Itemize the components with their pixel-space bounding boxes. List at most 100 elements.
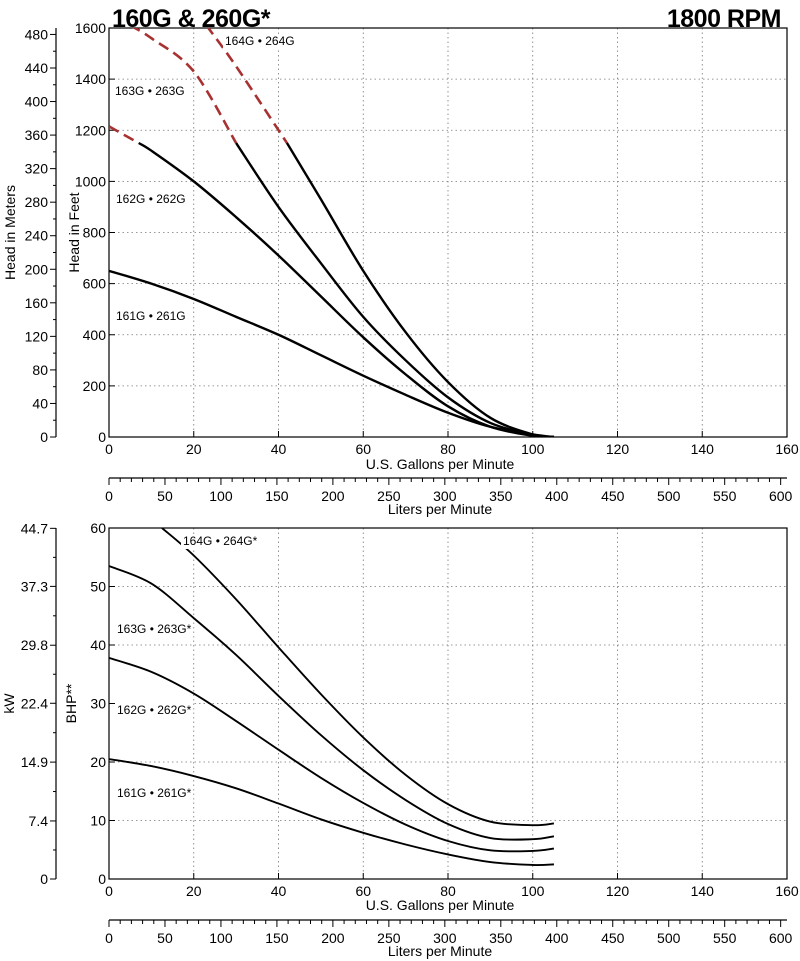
x2-tick-label: 100: [209, 930, 233, 946]
x-axis-label: U.S. Gallons per Minute: [366, 456, 515, 472]
x-tick-label: 40: [271, 441, 287, 457]
series-label-bg: [115, 786, 194, 801]
x2-tick-label: 500: [657, 930, 681, 946]
x2-tick-label: 0: [105, 930, 113, 946]
y2-tick-label: 200: [25, 261, 49, 277]
x-tick-label: 20: [186, 441, 202, 457]
y2-tick-label: 400: [25, 94, 49, 110]
series-label-bg: [223, 34, 297, 49]
series-label-bg: [115, 703, 194, 718]
y-tick-label: 60: [90, 520, 106, 536]
x-tick-label: 120: [606, 441, 630, 457]
x2-tick-label: 200: [321, 488, 345, 504]
y-axis-label: BHP**: [63, 683, 79, 723]
y-tick-label: 20: [90, 754, 106, 770]
series-line-dashed: [132, 28, 238, 144]
y2-tick-label: 22.4: [21, 695, 48, 711]
x2-tick-label: 600: [769, 930, 793, 946]
x-tick-label: 60: [355, 883, 371, 899]
x-tick-label: 80: [440, 883, 456, 899]
y2-tick-label: 14.9: [21, 754, 48, 770]
x2-tick-label: 350: [489, 488, 513, 504]
y-axis-label: Head in Feet: [66, 192, 82, 272]
y2-tick-label: 160: [25, 295, 49, 311]
x-axis-label: U.S. Gallons per Minute: [366, 897, 515, 913]
series-line: [138, 141, 555, 437]
x2-tick-label: 150: [265, 488, 289, 504]
series-line: [109, 656, 555, 853]
x-tick-label: 0: [105, 441, 113, 457]
series-3: [132, 28, 555, 437]
y2-tick-label: 240: [25, 228, 49, 244]
x2-tick-label: 0: [105, 488, 113, 504]
y-tick-label: 1000: [75, 173, 106, 189]
x2-tick-label: 500: [657, 488, 681, 504]
x2-axis-label: Liters per Minute: [388, 943, 492, 959]
series-line-dashed: [109, 125, 140, 145]
x-tick-label: 20: [186, 883, 202, 899]
x2-tick-label: 350: [489, 930, 513, 946]
x2-tick-label: 100: [209, 488, 233, 504]
series-label: 161G • 261G: [116, 309, 186, 323]
y2-tick-label: 29.8: [21, 637, 48, 653]
series-label-bg: [115, 622, 194, 637]
series-line: [285, 142, 555, 437]
series-label-bg: [181, 534, 260, 549]
series-1: [109, 758, 554, 867]
series-3: [109, 565, 555, 841]
x2-tick-label: 50: [157, 488, 173, 504]
series-2: [109, 656, 555, 853]
y2-tick-label: 80: [32, 362, 48, 378]
x-tick-label: 140: [691, 441, 715, 457]
x2-tick-label: 450: [601, 930, 625, 946]
x2-tick-label: 550: [713, 488, 737, 504]
series-line: [161, 528, 555, 827]
y-tick-label: 10: [90, 813, 106, 829]
x-tick-label: 100: [521, 441, 545, 457]
x2-tick-label: 450: [601, 488, 625, 504]
x-tick-label: 160: [775, 441, 799, 457]
y-tick-label: 30: [90, 696, 106, 712]
x2-axis-label: Liters per Minute: [388, 501, 492, 517]
y-tick-label: 50: [90, 579, 106, 595]
y-tick-label: 800: [83, 225, 107, 241]
series-line: [109, 269, 555, 437]
x2-tick-label: 400: [545, 930, 569, 946]
series-label-bg: [114, 309, 188, 324]
series-4: [161, 528, 555, 827]
series-label: 163G • 263G*: [117, 622, 192, 636]
y-tick-label: 200: [83, 378, 107, 394]
series-1: [109, 269, 555, 437]
y2-tick-label: 320: [25, 161, 49, 177]
x2-tick-label: 300: [433, 488, 457, 504]
x-tick-label: 60: [355, 441, 371, 457]
x2-tick-label: 300: [433, 930, 457, 946]
y-tick-label: 40: [90, 637, 106, 653]
series-line: [109, 758, 554, 867]
chart-head: 0 20 40 60 80 100 120 140 1600200400600800100012…: [2, 20, 799, 517]
series-label: 161G • 261G*: [117, 786, 192, 800]
series-label: 163G • 263G: [115, 84, 185, 98]
x-tick-label: 160: [775, 883, 799, 899]
y-tick-label: 1200: [75, 122, 106, 138]
x-tick-label: 40: [271, 883, 287, 899]
y2-tick-label: 120: [25, 328, 49, 344]
y2-tick-label: 37.3: [21, 578, 48, 594]
series-label: 162G • 262G*: [117, 703, 192, 717]
series-2: [109, 125, 555, 437]
y-tick-label: 1400: [75, 71, 106, 87]
series-label-bg: [113, 84, 187, 99]
series-line: [235, 142, 555, 437]
series-label-bg: [114, 192, 188, 207]
x2-tick-label: 50: [157, 930, 173, 946]
y2-axis-label: kW: [1, 693, 17, 714]
x2-tick-label: 250: [377, 488, 401, 504]
x-tick-label: 100: [521, 883, 545, 899]
x2-tick-label: 200: [321, 930, 345, 946]
y2-axis-label: Head in Meters: [2, 185, 18, 280]
series-4: [206, 28, 555, 437]
x-tick-label: 0: [105, 883, 113, 899]
y2-tick-label: 440: [25, 60, 49, 76]
y2-tick-label: 360: [25, 127, 49, 143]
